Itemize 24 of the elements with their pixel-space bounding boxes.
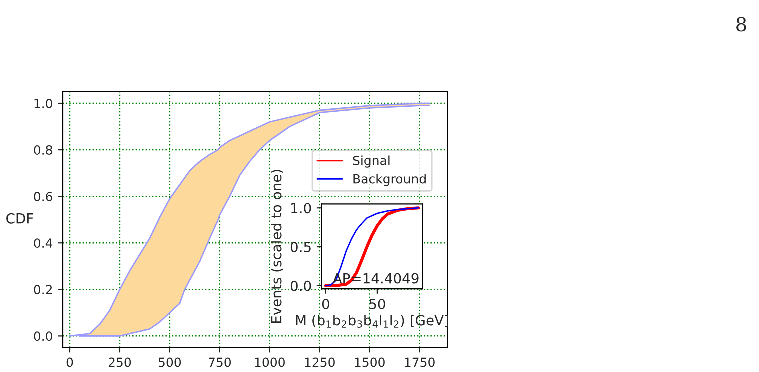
y-tick-label: 0.0 — [290, 280, 312, 292]
y-tick-label: 0.5 — [290, 242, 311, 252]
x-tick-label: 1000 — [255, 358, 285, 368]
y-axis-title: Events (scaled to one) — [271, 170, 284, 324]
y-tick-label: 0.6 — [34, 192, 52, 202]
x-tick-label: 0 — [322, 299, 330, 310]
y-axis-title: CDF — [6, 213, 34, 224]
x-tick-label: 1250 — [305, 358, 335, 368]
x-tick-label: 250 — [108, 358, 132, 368]
x-tick-label: 50 — [370, 299, 386, 310]
legend-label: Background — [354, 174, 426, 186]
y-tick-label: 0.4 — [34, 238, 53, 248]
x-tick-label: 750 — [209, 358, 232, 368]
y-tick-label: 0.8 — [34, 146, 52, 155]
y-tick-label: 1.0 — [292, 203, 312, 214]
y-tick-label: 0.0 — [34, 332, 52, 342]
legend-label: Signal — [353, 156, 390, 168]
x-tick-label: 500 — [158, 358, 182, 368]
y-tick-label: 1.0 — [34, 98, 52, 108]
y-tick-label: 0.2 — [34, 285, 52, 295]
x-tick-label: 1750 — [405, 358, 435, 368]
text: 8 — [736, 17, 746, 32]
x-tick-label: 0 — [66, 358, 74, 368]
x-tick-label: 1500 — [355, 358, 385, 368]
